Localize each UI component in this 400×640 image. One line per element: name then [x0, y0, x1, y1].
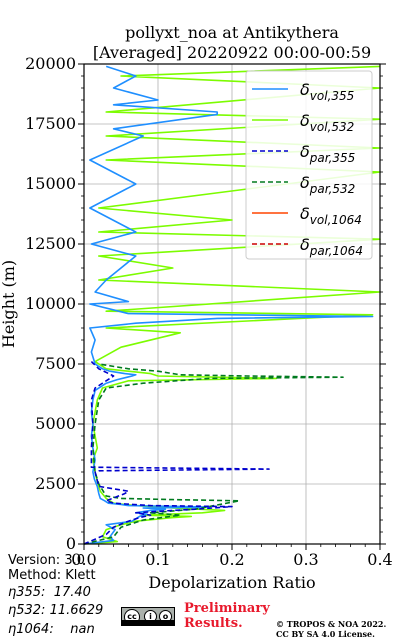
y-tick-label: 2500: [35, 474, 76, 493]
y-tick-label: 5000: [35, 414, 76, 433]
x-tick-label: 0.4: [367, 550, 392, 569]
y-tick-label: 7500: [35, 354, 76, 373]
x-tick-label: 0.0: [71, 550, 96, 569]
y-tick-label: 15000: [25, 174, 76, 193]
legend-label: δvol,355: [300, 80, 354, 103]
cc-label-bar: [122, 620, 174, 625]
series-line-par-532: [83, 363, 344, 545]
y-tick-label: 12500: [25, 234, 76, 253]
ticks: 0.0 0.1 0.2 0.3 0.4 0 2500 5000 7500 10000 12500 15…: [25, 54, 393, 569]
legend-label: δvol,1064: [300, 204, 362, 227]
chart-subtitle: [Averaged] 20220922 00:00-00:59: [93, 43, 371, 62]
legend-symbol: δ: [300, 142, 310, 161]
y-tick-label: 17500: [25, 114, 76, 133]
legend-symbol: δ: [300, 204, 310, 223]
legend-label: δpar,1064: [300, 235, 363, 258]
series-line-par-355: [83, 361, 270, 545]
legend-label: δpar,532: [300, 173, 355, 196]
x-axis-label: Depolarization Ratio: [148, 573, 315, 592]
legend-symbol: δ: [300, 111, 310, 130]
legend-symbol: δ: [300, 173, 310, 192]
legend-label: δpar,355: [300, 142, 355, 165]
preliminary-results-label: Preliminary Results.: [184, 601, 270, 631]
legend-symbol: δ: [300, 80, 310, 99]
legend-subscript: par,1064: [309, 244, 363, 258]
y-tick-label: 0: [66, 534, 76, 553]
chart-title: pollyxt_noa at Antikythera: [125, 23, 339, 42]
eta355-text: η355: 17.40: [8, 585, 91, 600]
version-text: Version: 3.0: [8, 553, 85, 568]
legend-subscript: vol,1064: [310, 213, 362, 227]
legend-subscript: vol,532: [310, 120, 355, 134]
x-tick-label: 0.1: [145, 550, 170, 569]
y-axis-label: Height (m): [0, 260, 18, 348]
legend-subscript: par,532: [309, 182, 356, 196]
legend-subscript: par,355: [309, 151, 356, 165]
legend: δvol,355δvol,532δpar,355δpar,532δvol,106…: [245, 70, 373, 260]
cc-license-icon: cc i o: [121, 607, 175, 626]
method-text: Method: Klett: [8, 568, 96, 583]
series-line-vol-355: [83, 65, 374, 545]
eta532-text: η532: 11.6629: [8, 603, 104, 618]
y-tick-label: 20000: [25, 54, 76, 73]
legend-symbol: δ: [300, 235, 310, 254]
legend-subscript: vol,355: [310, 89, 355, 103]
depolarization-chart: pollyxt_noa at Antikythera [Averaged] 20…: [0, 23, 393, 592]
x-tick-label: 0.3: [293, 550, 318, 569]
series-layer: [83, 65, 381, 545]
legend-box: [245, 70, 373, 260]
copyright-text: © TROPOS & NOA 2022. CC BY SA 4.0 Licens…: [276, 619, 387, 639]
eta1064-text: η1064: nan: [8, 622, 95, 637]
series-line-vol-532: [83, 65, 381, 545]
x-tick-label: 0.2: [219, 550, 244, 569]
legend-label: δvol,532: [300, 111, 354, 134]
y-tick-label: 10000: [25, 294, 76, 313]
